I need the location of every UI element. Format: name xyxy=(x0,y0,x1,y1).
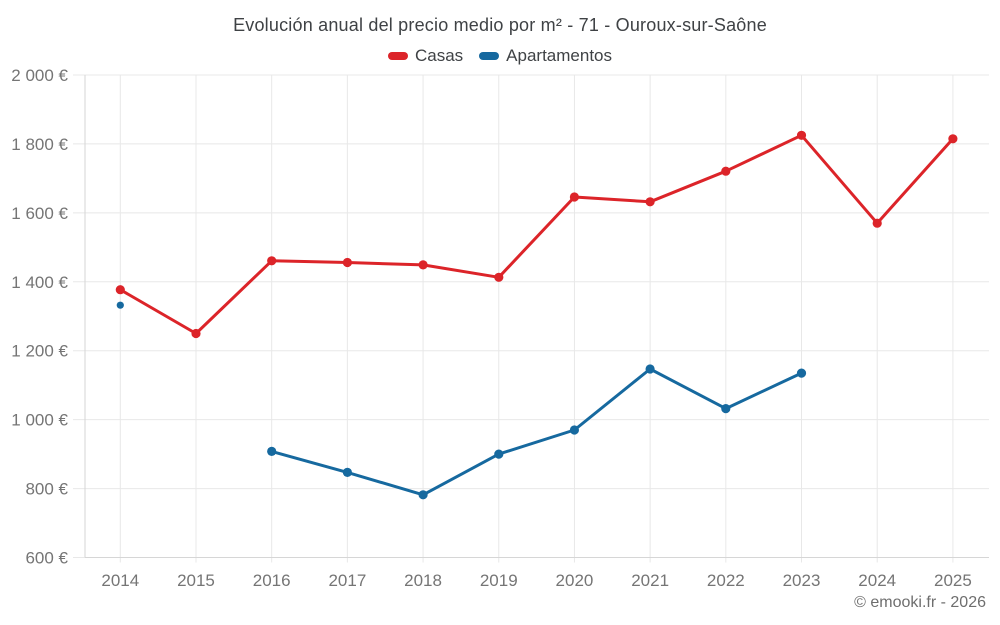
svg-text:2022: 2022 xyxy=(707,571,745,590)
svg-text:2017: 2017 xyxy=(328,571,366,590)
legend-label-apartamentos: Apartamentos xyxy=(506,46,613,65)
svg-text:2018: 2018 xyxy=(404,571,442,590)
legend-item-apartamentos: Apartamentos xyxy=(479,46,612,66)
svg-text:2021: 2021 xyxy=(631,571,669,590)
svg-text:800 €: 800 € xyxy=(25,480,68,499)
chart-title: Evolución anual del precio medio por m² … xyxy=(233,15,767,35)
svg-text:1 200 €: 1 200 € xyxy=(11,342,68,361)
svg-text:2020: 2020 xyxy=(556,571,594,590)
svg-text:1 800 €: 1 800 € xyxy=(11,135,68,154)
svg-text:1 400 €: 1 400 € xyxy=(11,273,68,292)
svg-text:2023: 2023 xyxy=(783,571,821,590)
svg-text:2016: 2016 xyxy=(253,571,291,590)
legend-label-casas: Casas xyxy=(414,46,464,65)
svg-text:2014: 2014 xyxy=(101,571,139,590)
apartamentos-series-swatch-icon xyxy=(479,52,500,60)
svg-text:600 €: 600 € xyxy=(25,549,68,568)
svg-text:2019: 2019 xyxy=(480,571,518,590)
svg-text:2024: 2024 xyxy=(858,571,896,590)
copyright-text: © emooki.fr - 2026 xyxy=(854,594,986,611)
svg-text:2015: 2015 xyxy=(177,571,215,590)
legend-item-casas: Casas xyxy=(387,46,464,66)
chart-legend: Casas Apartamentos xyxy=(0,46,1000,66)
casas-series-swatch-icon xyxy=(387,52,408,60)
svg-text:1 600 €: 1 600 € xyxy=(11,204,68,223)
svg-text:1 000 €: 1 000 € xyxy=(11,411,68,430)
svg-text:2025: 2025 xyxy=(934,571,972,590)
svg-text:2 000 €: 2 000 € xyxy=(11,66,68,85)
